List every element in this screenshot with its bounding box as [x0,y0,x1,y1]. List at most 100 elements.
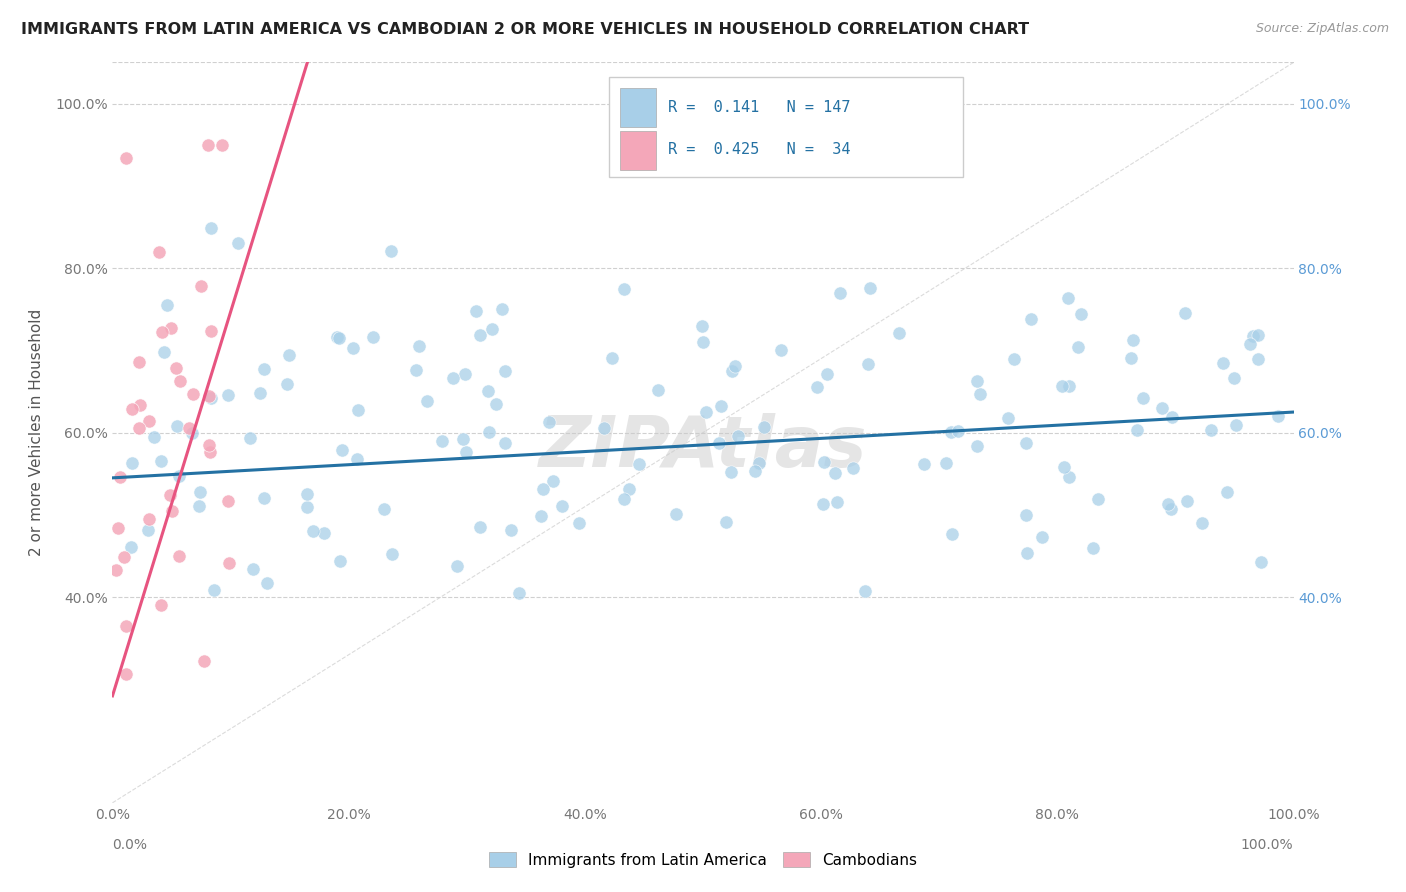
Point [1225,418,1247,433]
Point [769,343,792,358]
Point [813,455,835,469]
Point [1250,556,1272,570]
Point [468,520,491,534]
Point [508,586,530,600]
Point [256,575,278,590]
Point [707,436,730,450]
Point [727,429,749,443]
Point [218,556,240,570]
Point [430,434,453,448]
Text: R =  0.141   N = 147: R = 0.141 N = 147 [668,100,851,115]
Point [966,374,988,388]
Point [501,523,523,537]
Point [551,499,574,513]
Point [312,526,335,541]
Text: IMMIGRANTS FROM LATIN AMERICA VS CAMBODIAN 2 OR MORE VEHICLES IN HOUSEHOLD CORRE: IMMIGRANTS FROM LATIN AMERICA VS CAMBODI… [21,22,1029,37]
Point [494,364,516,378]
Point [276,377,298,392]
FancyBboxPatch shape [620,131,655,169]
Point [690,319,713,334]
Point [188,485,211,500]
Point [405,363,427,377]
Point [1122,333,1144,347]
Point [1083,541,1105,555]
Point [619,482,641,496]
Point [1057,470,1080,484]
Point [165,361,187,376]
Point [149,599,172,613]
Point [478,425,501,440]
Point [169,374,191,388]
Point [935,456,957,470]
Point [138,523,160,537]
Point [198,437,221,451]
Point [828,286,851,301]
Point [202,582,225,597]
Point [295,487,318,501]
Point [153,345,176,359]
Legend: Immigrants from Latin America, Cambodians: Immigrants from Latin America, Cambodian… [481,844,925,875]
Point [533,482,555,496]
Point [239,431,262,445]
Point [1247,351,1270,366]
Point [720,465,742,479]
Point [695,405,717,419]
Point [190,278,212,293]
Point [748,456,770,470]
Point [1067,341,1090,355]
Point [1031,530,1053,544]
Point [200,220,222,235]
Point [326,330,349,344]
Point [253,362,276,376]
Point [1119,351,1142,366]
Point [380,244,402,258]
Point [647,384,669,398]
Point [198,389,221,403]
Point [200,391,222,405]
Point [530,508,553,523]
Point [328,331,350,345]
Point [806,380,828,394]
Point [408,339,430,353]
FancyBboxPatch shape [609,78,963,178]
Point [217,388,239,402]
Point [997,411,1019,425]
Point [721,364,744,378]
Point [138,512,160,526]
Point [187,499,209,513]
Point [211,137,233,152]
Point [167,469,190,483]
Point [148,244,170,259]
Point [121,456,143,470]
Point [110,469,132,483]
Point [332,443,354,458]
Point [1150,401,1173,416]
Point [128,355,150,369]
Point [939,425,962,439]
Point [470,328,492,343]
Point [1174,306,1197,320]
Point [1157,497,1180,511]
Point [752,420,775,434]
Point [842,461,865,475]
Point [1241,328,1264,343]
Point [966,439,988,453]
Point [710,399,733,413]
Point [1070,307,1092,321]
Point [181,426,204,441]
Point [825,495,848,509]
Point [114,618,136,632]
Point [228,236,250,251]
Point [329,554,352,568]
Point [416,394,439,409]
Point [941,526,963,541]
Point [1212,356,1234,370]
Point [1059,379,1081,393]
Point [613,491,636,506]
Point [167,549,190,563]
FancyBboxPatch shape [620,88,655,127]
Point [858,357,880,371]
Point [278,348,301,362]
Point [249,386,271,401]
Point [853,584,876,599]
